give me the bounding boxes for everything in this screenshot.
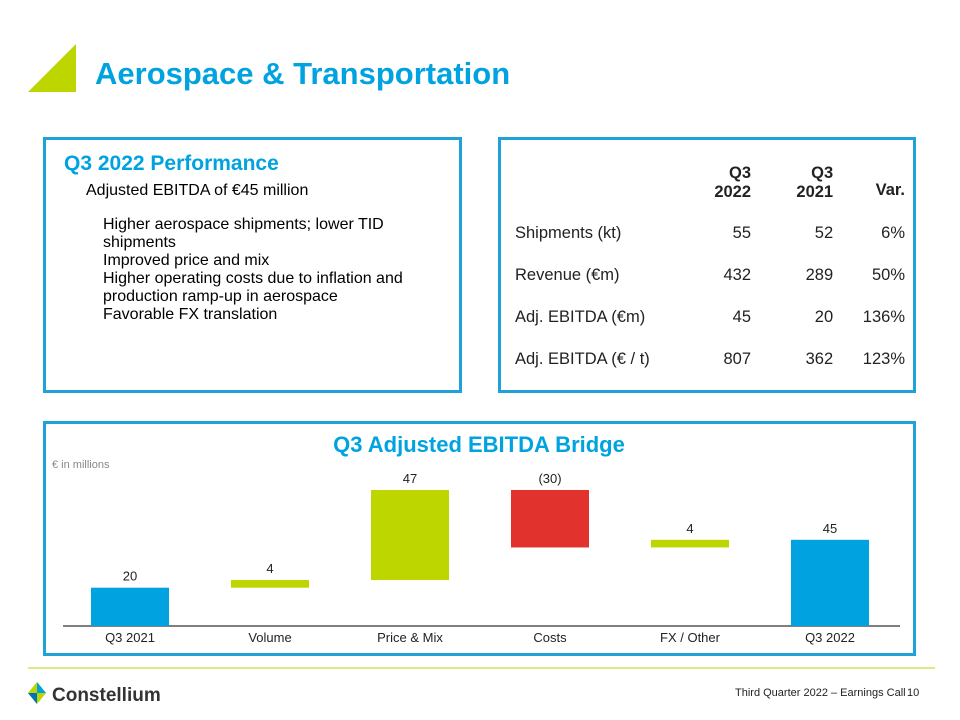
value-label: (30) (538, 471, 561, 486)
kpi-table: Q3 2022 Q3 2021 Var. Shipments (kt) 55 52 6% Re… (515, 164, 905, 380)
bar (371, 490, 449, 581)
column-header (515, 164, 669, 202)
logo-text: Constellium (52, 685, 161, 706)
table-cell: 362 (805, 349, 834, 368)
logo-mark (28, 682, 46, 704)
bar (231, 580, 309, 588)
performance-box: Q3 2022 Performance Adjusted EBITDA of €… (43, 137, 462, 393)
table-cell: Revenue (€m) (515, 265, 620, 284)
table-cell: Adj. EBITDA (€m) (515, 307, 646, 326)
table-cell: 50% (871, 265, 905, 284)
table-row: Adj. EBITDA (€ / t) 807 362 123% (515, 338, 905, 380)
value-label: 4 (266, 561, 273, 576)
table-cell: 123% (862, 349, 905, 368)
table-cell: 807 (723, 349, 752, 368)
chart-box (43, 421, 916, 656)
column-header: Q3 2022 (714, 164, 752, 201)
x-tick-label: Price & Mix (377, 630, 443, 645)
bullet-item: Higher operating costs due to inflation … (103, 270, 403, 305)
column-header: Q3 2021 (796, 164, 834, 201)
corner-triangle (28, 44, 76, 92)
performance-list: Adjusted EBITDA of €45 million Higher aer… (86, 182, 448, 324)
table-cell: 136% (862, 307, 905, 326)
bullet-item: Adjusted EBITDA of €45 million (86, 182, 309, 199)
bullet-item: Favorable FX translation (103, 306, 278, 323)
table-row: Shipments (kt) 55 52 6% (515, 202, 905, 254)
slide-title: Aerospace & Transportation (95, 56, 510, 91)
bar (651, 539, 729, 548)
x-tick-label: Costs (533, 630, 567, 645)
unit-note: € in millions (52, 459, 110, 471)
table-cell: 55 (732, 223, 752, 242)
bar (91, 587, 169, 626)
bar (791, 539, 869, 626)
column-header: Var. (875, 181, 905, 199)
table-cell: Adj. EBITDA (€ / t) (515, 349, 650, 368)
x-tick-label: Q3 2021 (105, 630, 155, 645)
x-tick-label: Volume (248, 630, 291, 645)
table-cell: 289 (805, 265, 834, 284)
bar (511, 490, 589, 548)
value-label: 20 (123, 569, 137, 584)
x-tick-label: FX / Other (660, 630, 721, 645)
header-row: Q3 2022 Q3 2021 Var. (515, 164, 905, 202)
value-label: 4 (686, 521, 693, 536)
table-cell: 45 (732, 307, 752, 326)
chart-title: Q3 Adjusted EBITDA Bridge (333, 432, 625, 457)
table-cell: 52 (814, 223, 834, 242)
value-label: 45 (823, 521, 837, 536)
bullet-item: Higher aerospace shipments; lower TID sh… (103, 216, 384, 251)
table-cell: Shipments (kt) (515, 223, 622, 242)
performance-title: Q3 2022 Performance (64, 152, 279, 175)
table-row: Adj. EBITDA (€m) 45 20 136% (515, 296, 905, 338)
table-box: Q3 2022 Q3 2021 Var. Shipments (kt) 55 52 6% Re… (498, 137, 916, 393)
footer-text: Third Quarter 2022 – Earnings Call (735, 687, 906, 699)
x-tick-label: Q3 2022 (805, 630, 855, 645)
table-cell: 20 (814, 307, 834, 326)
table-cell: 432 (723, 265, 752, 284)
value-label: 47 (403, 471, 417, 486)
table-row: Revenue (€m) 432 289 50% (515, 254, 905, 296)
page-number: 10 (907, 687, 919, 699)
bullet-item: Improved price and mix (103, 252, 270, 269)
table-cell: 6% (881, 223, 905, 242)
